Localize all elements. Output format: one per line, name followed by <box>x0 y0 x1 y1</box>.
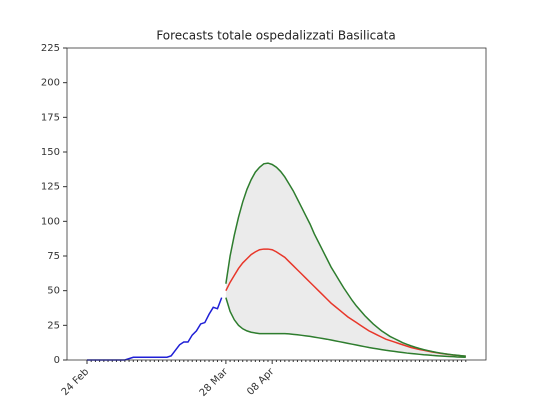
chart-title: Forecasts totale ospedalizzati Basilicat… <box>156 29 395 43</box>
y-tick-label: 225 <box>41 43 60 54</box>
y-tick-label: 200 <box>41 78 60 89</box>
confidence-band <box>225 163 466 358</box>
x-tick-label: 08 Apr <box>245 366 277 398</box>
x-tick-label: 28 Mar <box>198 366 231 399</box>
y-tick-label: 125 <box>41 182 60 193</box>
y-tick-label: 75 <box>47 251 60 262</box>
plot-frame <box>66 47 487 361</box>
series-line <box>86 297 223 361</box>
y-tick-label: 25 <box>47 320 60 331</box>
x-tick-label: 24 Feb <box>60 366 92 398</box>
series-line <box>225 297 466 358</box>
y-tick-label: 150 <box>41 147 60 158</box>
y-tick-label: 100 <box>41 216 60 227</box>
series-line <box>225 162 466 357</box>
y-tick-label: 175 <box>41 112 60 123</box>
y-tick-label: 50 <box>47 286 60 297</box>
y-tick-label: 0 <box>54 355 60 366</box>
